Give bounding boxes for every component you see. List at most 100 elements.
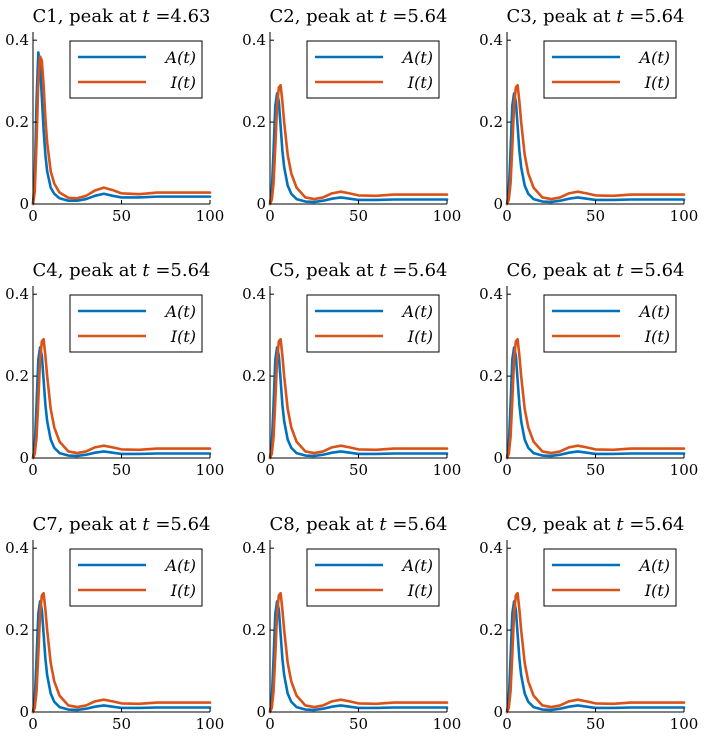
x-tick-label: 0 — [28, 207, 38, 225]
x-tick-label: 50 — [112, 207, 131, 225]
title-variable: t — [616, 6, 624, 27]
title-prefix: C1, peak at — [32, 6, 142, 27]
legend: A(t) I(t) — [306, 548, 440, 607]
title-suffix: =5.64 — [150, 260, 211, 281]
legend-label: A(t) — [638, 48, 670, 67]
series-line-i — [31, 591, 212, 714]
x-tick-label: 100 — [670, 461, 699, 479]
x-tick-label: 0 — [28, 461, 38, 479]
x-tick-label: 100 — [196, 207, 225, 225]
title-variable: t — [616, 260, 624, 281]
title-prefix: C7, peak at — [32, 514, 142, 535]
series-line-i — [31, 55, 212, 206]
legend-label: I(t) — [170, 581, 196, 600]
x-tick-label: 50 — [586, 461, 605, 479]
x-tick-label: 0 — [502, 715, 512, 733]
y-tick-label: 0.4 — [242, 31, 266, 49]
legend: A(t) I(t) — [69, 294, 203, 353]
legend: A(t) I(t) — [543, 548, 677, 607]
y-tick-label: 0 — [19, 195, 29, 213]
subplot-c6: C6, peak at t =5.64 0 50 100 0 0.2 0.4 A(t) I(t) — [479, 260, 698, 479]
y-tick-label: 0 — [493, 195, 503, 213]
legend-label: I(t) — [407, 581, 433, 600]
subplot-title: C7, peak at t =5.64 — [32, 514, 210, 535]
title-prefix: C4, peak at — [32, 260, 142, 281]
subplot-title: C3, peak at t =5.64 — [506, 6, 684, 27]
legend-label: A(t) — [401, 556, 433, 575]
x-tick-label: 0 — [28, 715, 38, 733]
y-tick-label: 0.2 — [479, 113, 503, 131]
title-suffix: =5.64 — [624, 514, 685, 535]
legend-box — [306, 294, 440, 353]
title-variable: t — [142, 6, 150, 27]
y-tick-label: 0 — [19, 449, 29, 467]
title-prefix: C5, peak at — [269, 260, 379, 281]
x-tick-label: 50 — [349, 715, 368, 733]
subplot-c2: C2, peak at t =5.64 0 50 100 0 0.2 0.4 A(t) I(t) — [242, 6, 461, 225]
subplot-c1: C1, peak at t =4.63 0 50 100 0 0.2 0.4 A(t) I(t) — [5, 6, 224, 225]
subplot-c9: C9, peak at t =5.64 0 50 100 0 0.2 0.4 A(t) I(t) — [479, 514, 698, 733]
legend-box — [543, 294, 677, 353]
legend-box — [543, 548, 677, 607]
subplot-c8: C8, peak at t =5.64 0 50 100 0 0.2 0.4 A(t) I(t) — [242, 514, 461, 733]
subplot-title: C8, peak at t =5.64 — [269, 514, 447, 535]
series-line-i — [505, 337, 686, 460]
legend: A(t) I(t) — [543, 40, 677, 99]
y-tick-label: 0 — [493, 449, 503, 467]
title-suffix: =5.64 — [624, 260, 685, 281]
title-variable: t — [379, 514, 387, 535]
legend-label: I(t) — [407, 327, 433, 346]
legend-box — [306, 40, 440, 99]
y-tick-label: 0.4 — [242, 539, 266, 557]
legend-box — [306, 548, 440, 607]
y-tick-label: 0.2 — [5, 367, 29, 385]
y-tick-label: 0 — [493, 703, 503, 721]
legend: A(t) I(t) — [543, 294, 677, 353]
series-line-i — [505, 83, 686, 206]
title-suffix: =5.64 — [387, 260, 448, 281]
title-variable: t — [379, 260, 387, 281]
title-suffix: =4.63 — [150, 6, 211, 27]
legend-label: A(t) — [164, 48, 196, 67]
legend: A(t) I(t) — [69, 40, 203, 99]
y-tick-label: 0.4 — [479, 539, 503, 557]
y-tick-label: 0 — [256, 195, 266, 213]
x-tick-label: 0 — [265, 207, 275, 225]
title-prefix: C6, peak at — [506, 260, 616, 281]
legend-label: A(t) — [164, 302, 196, 321]
title-suffix: =5.64 — [387, 6, 448, 27]
legend-label: A(t) — [401, 302, 433, 321]
legend-label: I(t) — [170, 73, 196, 92]
title-variable: t — [616, 514, 624, 535]
x-tick-label: 100 — [196, 461, 225, 479]
legend: A(t) I(t) — [69, 548, 203, 607]
x-tick-label: 0 — [265, 461, 275, 479]
subplot-title: C9, peak at t =5.64 — [506, 514, 684, 535]
series-line-i — [268, 337, 449, 460]
y-tick-label: 0.2 — [242, 113, 266, 131]
y-tick-label: 0.4 — [5, 539, 29, 557]
x-tick-label: 100 — [433, 715, 462, 733]
title-prefix: C2, peak at — [269, 6, 379, 27]
legend-box — [543, 40, 677, 99]
subplot-c5: C5, peak at t =5.64 0 50 100 0 0.2 0.4 A(t) I(t) — [242, 260, 461, 479]
y-tick-label: 0 — [256, 449, 266, 467]
legend-label: I(t) — [407, 73, 433, 92]
y-tick-label: 0.2 — [242, 367, 266, 385]
subplot-c7: C7, peak at t =5.64 0 50 100 0 0.2 0.4 A(t) I(t) — [5, 514, 224, 733]
title-prefix: C9, peak at — [506, 514, 616, 535]
subplot-title: C5, peak at t =5.64 — [269, 260, 447, 281]
legend-label: I(t) — [170, 327, 196, 346]
subplot-title: C1, peak at t =4.63 — [32, 6, 210, 27]
series-line-i — [505, 591, 686, 714]
x-tick-label: 50 — [349, 461, 368, 479]
y-tick-label: 0.4 — [5, 285, 29, 303]
legend-box — [69, 294, 203, 353]
y-tick-label: 0.4 — [479, 285, 503, 303]
y-tick-label: 0 — [256, 703, 266, 721]
subplot-title: C2, peak at t =5.64 — [269, 6, 447, 27]
y-tick-label: 0.2 — [5, 113, 29, 131]
y-tick-label: 0.2 — [479, 367, 503, 385]
legend-label: A(t) — [164, 556, 196, 575]
x-tick-label: 0 — [502, 461, 512, 479]
